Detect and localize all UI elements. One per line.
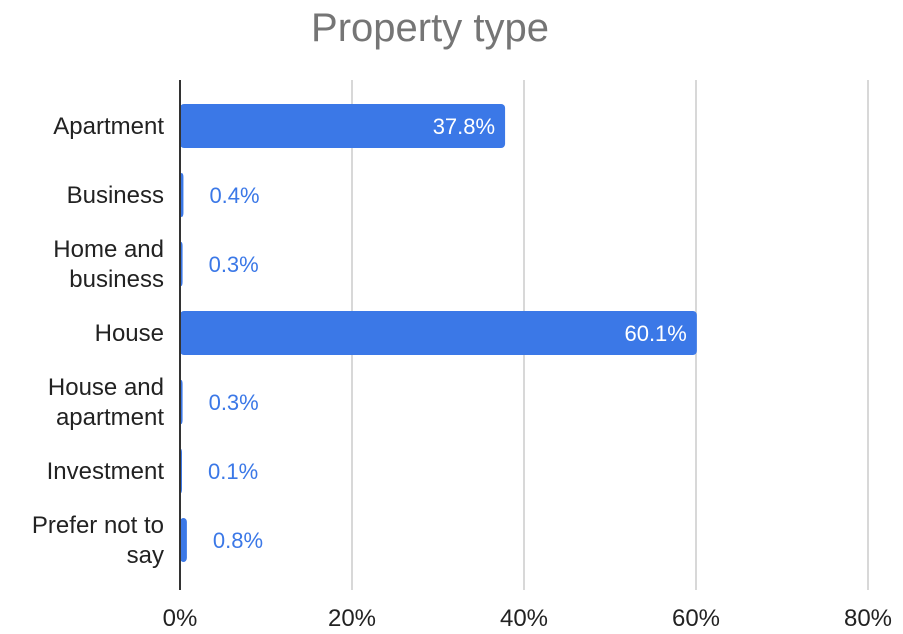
chart-title: Property type (311, 6, 549, 50)
bar (180, 104, 506, 148)
category-label: Business (67, 182, 164, 209)
data-label: 60.1% (624, 321, 686, 346)
category-label: House (95, 320, 164, 347)
data-label: 0.4% (209, 183, 259, 208)
data-label: 0.3% (209, 390, 259, 415)
data-label: 0.3% (209, 252, 259, 277)
category-label: Investment (47, 458, 165, 485)
bar-layer (180, 104, 697, 562)
category-label: Home and business (53, 236, 164, 293)
data-label: 37.8% (433, 114, 495, 139)
x-tick-label: 20% (328, 605, 376, 632)
x-tick-label: 40% (500, 605, 548, 632)
bar (180, 311, 697, 355)
label-layer: 0% 20% 40% 60% 80% Apartment 37.8% Business 0.4%… (32, 113, 892, 632)
data-label: 0.1% (208, 459, 258, 484)
x-tick-label: 80% (844, 605, 892, 632)
x-tick-label: 60% (672, 605, 720, 632)
bar (180, 518, 187, 562)
data-label: 0.8% (213, 528, 263, 553)
x-tick-label: 0% (163, 605, 198, 632)
category-label: Prefer not to say (32, 512, 164, 569)
category-label: Apartment (53, 113, 164, 140)
category-label: House and apartment (48, 374, 164, 431)
